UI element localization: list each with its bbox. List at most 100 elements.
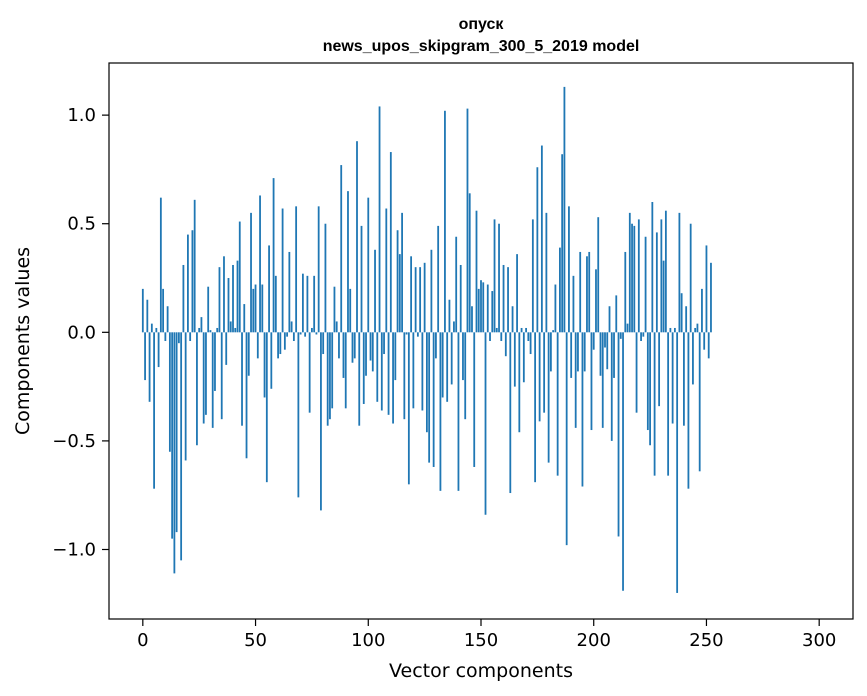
bar-component-146 <box>471 306 473 333</box>
bar-component-213 <box>622 332 624 591</box>
bar-component-153 <box>486 284 489 333</box>
bar-component-28 <box>205 332 207 415</box>
bar-component-75 <box>311 327 313 333</box>
bar-component-108 <box>385 208 388 333</box>
bar-component-73 <box>306 275 309 333</box>
bar-component-179 <box>545 212 548 333</box>
bar-component-5 <box>153 332 155 489</box>
bar-component-39 <box>229 321 232 333</box>
bar-component-48 <box>250 212 252 333</box>
bar-component-156 <box>493 219 496 333</box>
bar-component-121 <box>414 267 417 333</box>
bar-component-208 <box>610 332 613 441</box>
chart-title-line-2: news_upos_skipgram_300_5_2019 model <box>323 38 640 55</box>
bar-component-199 <box>590 332 593 431</box>
bar-component-104 <box>376 332 379 402</box>
bar-component-91 <box>347 191 349 333</box>
bar-component-16 <box>177 332 180 344</box>
bar-component-33 <box>216 327 219 333</box>
bar-component-167 <box>518 332 521 433</box>
bar-component-116 <box>403 332 406 420</box>
bar-component-49 <box>252 288 255 333</box>
bar-component-142 <box>462 332 464 381</box>
bar-component-137 <box>450 332 453 385</box>
bar-component-162 <box>507 267 509 333</box>
bar-component-61 <box>279 332 282 355</box>
bar-component-241 <box>685 306 688 333</box>
bar-component-93 <box>351 332 354 363</box>
bar-component-225 <box>649 332 651 446</box>
bar-component-193 <box>577 332 579 372</box>
bar-component-35 <box>220 332 223 420</box>
bar-component-119 <box>410 256 413 333</box>
bar-component-63 <box>283 332 286 350</box>
bar-component-189 <box>568 206 570 333</box>
bar-component-221 <box>640 332 642 341</box>
x-tick-label: 200 <box>577 630 611 651</box>
bar-component-23 <box>193 199 196 333</box>
bar-component-70 <box>299 332 302 335</box>
bar-component-90 <box>344 332 347 409</box>
y-axis-ticks: −1.0 −0.5 0.0 0.5 1.0 <box>52 105 109 561</box>
bar-component-32 <box>214 332 216 391</box>
bar-component-206 <box>606 332 609 370</box>
bar-component-7 <box>157 332 160 368</box>
bar-component-38 <box>227 278 230 333</box>
bar-component-192 <box>574 332 577 428</box>
bar-component-149 <box>477 288 480 333</box>
bar-component-37 <box>225 332 228 365</box>
y-tick-label: 0.5 <box>67 214 96 235</box>
bar-component-127 <box>428 332 431 463</box>
bar-component-36 <box>223 256 225 333</box>
bar-component-138 <box>453 321 455 333</box>
bar-component-46 <box>245 332 248 459</box>
bar-component-92 <box>349 288 352 333</box>
bar-component-83 <box>329 332 331 420</box>
bar-component-27 <box>202 332 205 424</box>
bar-component-100 <box>367 197 370 333</box>
bar-component-1 <box>144 332 146 381</box>
bar-component-60 <box>277 332 279 359</box>
bar-component-105 <box>378 106 381 333</box>
bar-component-141 <box>459 264 462 333</box>
bar-component-177 <box>540 145 543 333</box>
bar-component-62 <box>281 208 284 333</box>
bar-component-118 <box>407 332 410 485</box>
bar-component-66 <box>290 321 293 333</box>
bar-component-10 <box>164 332 167 341</box>
bar-component-52 <box>259 195 261 333</box>
bar-component-211 <box>617 332 620 537</box>
bar-component-150 <box>480 280 482 333</box>
bar-component-3 <box>148 332 151 402</box>
bar-component-169 <box>522 332 525 383</box>
bar-component-88 <box>340 165 343 333</box>
bar-component-168 <box>520 327 523 333</box>
bar-component-98 <box>362 332 365 404</box>
bar-component-160 <box>502 264 505 333</box>
bar-component-47 <box>247 332 250 376</box>
bar-component-246 <box>696 323 699 333</box>
bar-component-252 <box>710 262 712 333</box>
bar-component-78 <box>317 206 320 333</box>
bar-component-250 <box>705 245 708 333</box>
bar-component-130 <box>435 332 437 359</box>
bar-component-181 <box>549 332 552 372</box>
bar-component-59 <box>274 275 277 333</box>
bar-component-106 <box>380 332 383 411</box>
x-tick-label: 100 <box>351 630 385 651</box>
bar-component-234 <box>669 327 672 333</box>
bar-component-245 <box>694 327 697 333</box>
bar-component-207 <box>608 306 611 333</box>
bar-component-178 <box>543 332 546 413</box>
bar-component-158 <box>498 223 500 333</box>
bar-component-159 <box>500 332 503 341</box>
y-tick-label: −1.0 <box>52 540 96 561</box>
bar-component-135 <box>446 332 449 402</box>
bar-component-161 <box>504 332 507 357</box>
bar-component-12 <box>168 332 171 452</box>
bar-component-166 <box>516 254 518 333</box>
bar-component-140 <box>457 332 460 491</box>
bar-component-190 <box>570 332 573 378</box>
chart-title-line-1: опуск <box>459 16 505 33</box>
bar-component-191 <box>572 275 575 333</box>
